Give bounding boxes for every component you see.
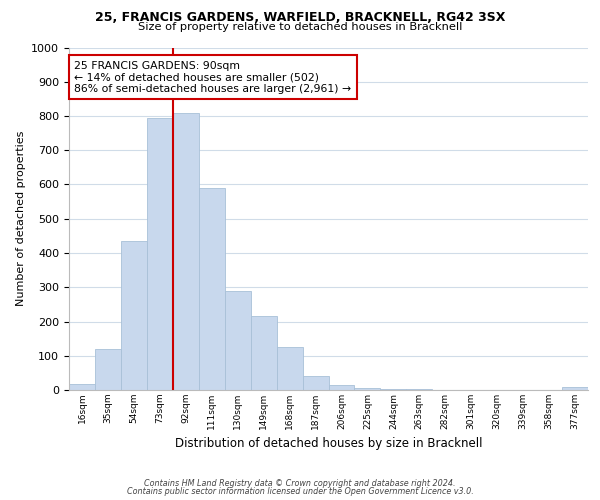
Text: 25, FRANCIS GARDENS, WARFIELD, BRACKNELL, RG42 3SX: 25, FRANCIS GARDENS, WARFIELD, BRACKNELL… — [95, 11, 505, 24]
Y-axis label: Number of detached properties: Number of detached properties — [16, 131, 26, 306]
Bar — [225, 290, 251, 390]
Bar — [251, 316, 277, 390]
Bar — [95, 349, 121, 390]
Text: 25 FRANCIS GARDENS: 90sqm
← 14% of detached houses are smaller (502)
86% of semi: 25 FRANCIS GARDENS: 90sqm ← 14% of detac… — [74, 60, 352, 94]
X-axis label: Distribution of detached houses by size in Bracknell: Distribution of detached houses by size … — [175, 438, 482, 450]
Bar — [355, 388, 380, 390]
Text: Contains public sector information licensed under the Open Government Licence v3: Contains public sector information licen… — [127, 487, 473, 496]
Bar — [147, 118, 173, 390]
Text: Size of property relative to detached houses in Bracknell: Size of property relative to detached ho… — [138, 22, 462, 32]
Text: Contains HM Land Registry data © Crown copyright and database right 2024.: Contains HM Land Registry data © Crown c… — [144, 478, 456, 488]
Bar — [277, 347, 302, 390]
Bar — [173, 112, 199, 390]
Bar — [562, 388, 588, 390]
Bar — [69, 384, 95, 390]
Bar — [199, 188, 224, 390]
Bar — [302, 376, 329, 390]
Bar — [380, 389, 406, 390]
Bar — [329, 385, 355, 390]
Bar — [121, 241, 147, 390]
